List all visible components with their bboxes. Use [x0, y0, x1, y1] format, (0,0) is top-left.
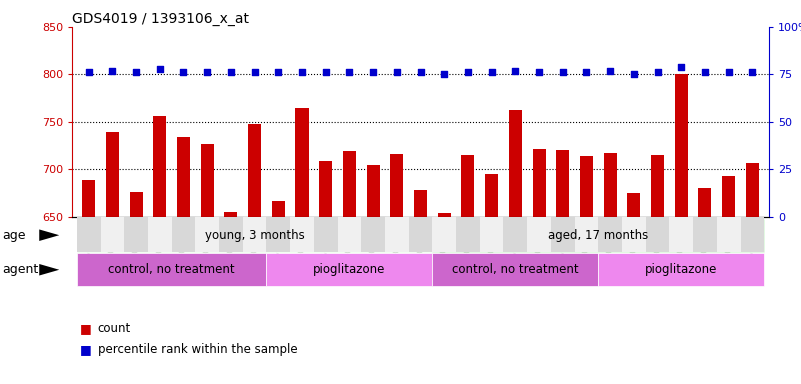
Bar	[698, 189, 711, 217]
Text: control, no treatment: control, no treatment	[108, 263, 235, 276]
Text: control, no treatment: control, no treatment	[452, 263, 578, 276]
Bar	[201, 144, 214, 217]
Text: aged, 17 months: aged, 17 months	[548, 229, 649, 242]
Point	[580, 70, 593, 76]
Bar	[485, 174, 498, 217]
Polygon shape	[39, 230, 59, 241]
Point	[390, 70, 403, 76]
Bar	[414, 190, 427, 217]
Point	[723, 70, 735, 76]
Point	[296, 70, 308, 76]
Point	[343, 70, 356, 76]
Bar	[272, 201, 285, 217]
Point	[201, 70, 214, 76]
Point	[627, 71, 640, 78]
Bar	[509, 109, 522, 217]
Text: pioglitazone: pioglitazone	[313, 263, 385, 276]
Point	[272, 70, 284, 76]
Polygon shape	[39, 264, 59, 276]
Bar	[367, 165, 380, 217]
Text: young, 3 months: young, 3 months	[205, 229, 304, 242]
Point	[367, 70, 380, 76]
Bar	[533, 149, 545, 217]
Point	[438, 71, 451, 78]
Bar	[390, 154, 404, 217]
Point	[414, 70, 427, 76]
Text: agent: agent	[2, 263, 38, 276]
Point	[83, 70, 95, 76]
Text: ■: ■	[80, 322, 96, 335]
Point	[224, 70, 237, 76]
Bar	[461, 155, 474, 217]
Bar	[177, 137, 190, 217]
Text: pioglitazone: pioglitazone	[645, 263, 718, 276]
Bar	[674, 74, 688, 217]
Point	[130, 70, 143, 76]
Bar	[296, 108, 308, 217]
Bar	[437, 213, 451, 217]
Bar	[746, 163, 759, 217]
Point	[675, 64, 688, 70]
Bar	[651, 155, 664, 217]
Point	[604, 68, 617, 74]
Point	[746, 70, 759, 76]
Point	[248, 70, 261, 76]
Bar	[224, 212, 237, 217]
Text: ■: ■	[80, 343, 96, 356]
Point	[557, 70, 570, 76]
Text: percentile rank within the sample: percentile rank within the sample	[98, 343, 297, 356]
Point	[698, 70, 711, 76]
Bar	[723, 176, 735, 217]
Bar	[153, 116, 167, 217]
Point	[485, 70, 498, 76]
Point	[153, 66, 166, 72]
Point	[651, 70, 664, 76]
Bar	[580, 156, 593, 217]
Bar	[319, 161, 332, 217]
Bar	[83, 180, 95, 217]
Bar	[130, 192, 143, 217]
Bar	[343, 151, 356, 217]
Bar	[627, 193, 640, 217]
Point	[320, 70, 332, 76]
Point	[533, 70, 545, 76]
Bar	[556, 151, 570, 217]
Bar	[604, 153, 617, 217]
Bar	[106, 132, 119, 217]
Text: age: age	[2, 229, 26, 242]
Bar	[248, 124, 261, 217]
Point	[461, 70, 474, 76]
Text: count: count	[98, 322, 131, 335]
Text: GDS4019 / 1393106_x_at: GDS4019 / 1393106_x_at	[72, 12, 249, 25]
Point	[177, 70, 190, 76]
Point	[509, 68, 521, 74]
Point	[106, 68, 119, 74]
